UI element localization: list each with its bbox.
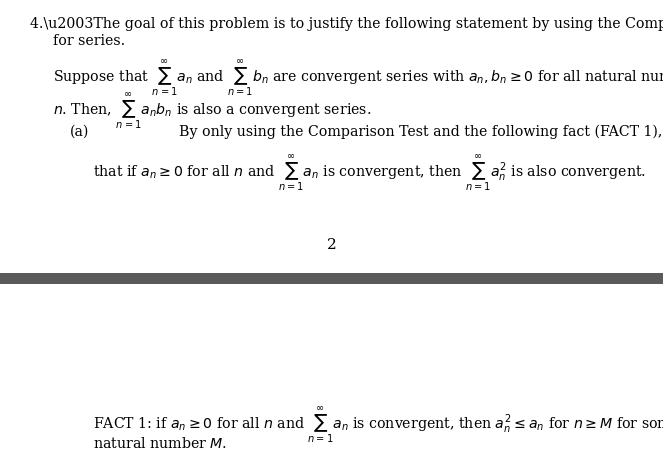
Text: FACT 1: if $a_n \geq 0$ for all $n$ and $\sum_{n=1}^{\infty} a_n$ is convergent,: FACT 1: if $a_n \geq 0$ for all $n$ and …	[93, 406, 663, 445]
Text: Suppose that $\sum_{n=1}^{\infty} a_n$ and $\sum_{n=1}^{\infty} b_n$ are converg: Suppose that $\sum_{n=1}^{\infty} a_n$ a…	[53, 59, 663, 98]
Text: $n$. Then, $\sum_{n=1}^{\infty} a_nb_n$ is also a convergent series.: $n$. Then, $\sum_{n=1}^{\infty} a_nb_n$ …	[53, 91, 371, 130]
Bar	[0, 272, 663, 285]
Text: 4.\u2003The goal of this problem is to justify the following statement by using : 4.\u2003The goal of this problem is to j…	[30, 17, 663, 30]
Text: 2: 2	[327, 238, 336, 252]
Text: for series.: for series.	[53, 34, 125, 48]
Text: By only using the Comparison Test and the following fact (FACT 1), justify: By only using the Comparison Test and th…	[179, 125, 663, 139]
Text: (a): (a)	[70, 125, 89, 139]
Text: natural number $M$.: natural number $M$.	[93, 436, 227, 451]
Text: that if $a_n \geq 0$ for all $n$ and $\sum_{n=1}^{\infty} a_n$ is convergent, th: that if $a_n \geq 0$ for all $n$ and $\s…	[93, 153, 646, 192]
